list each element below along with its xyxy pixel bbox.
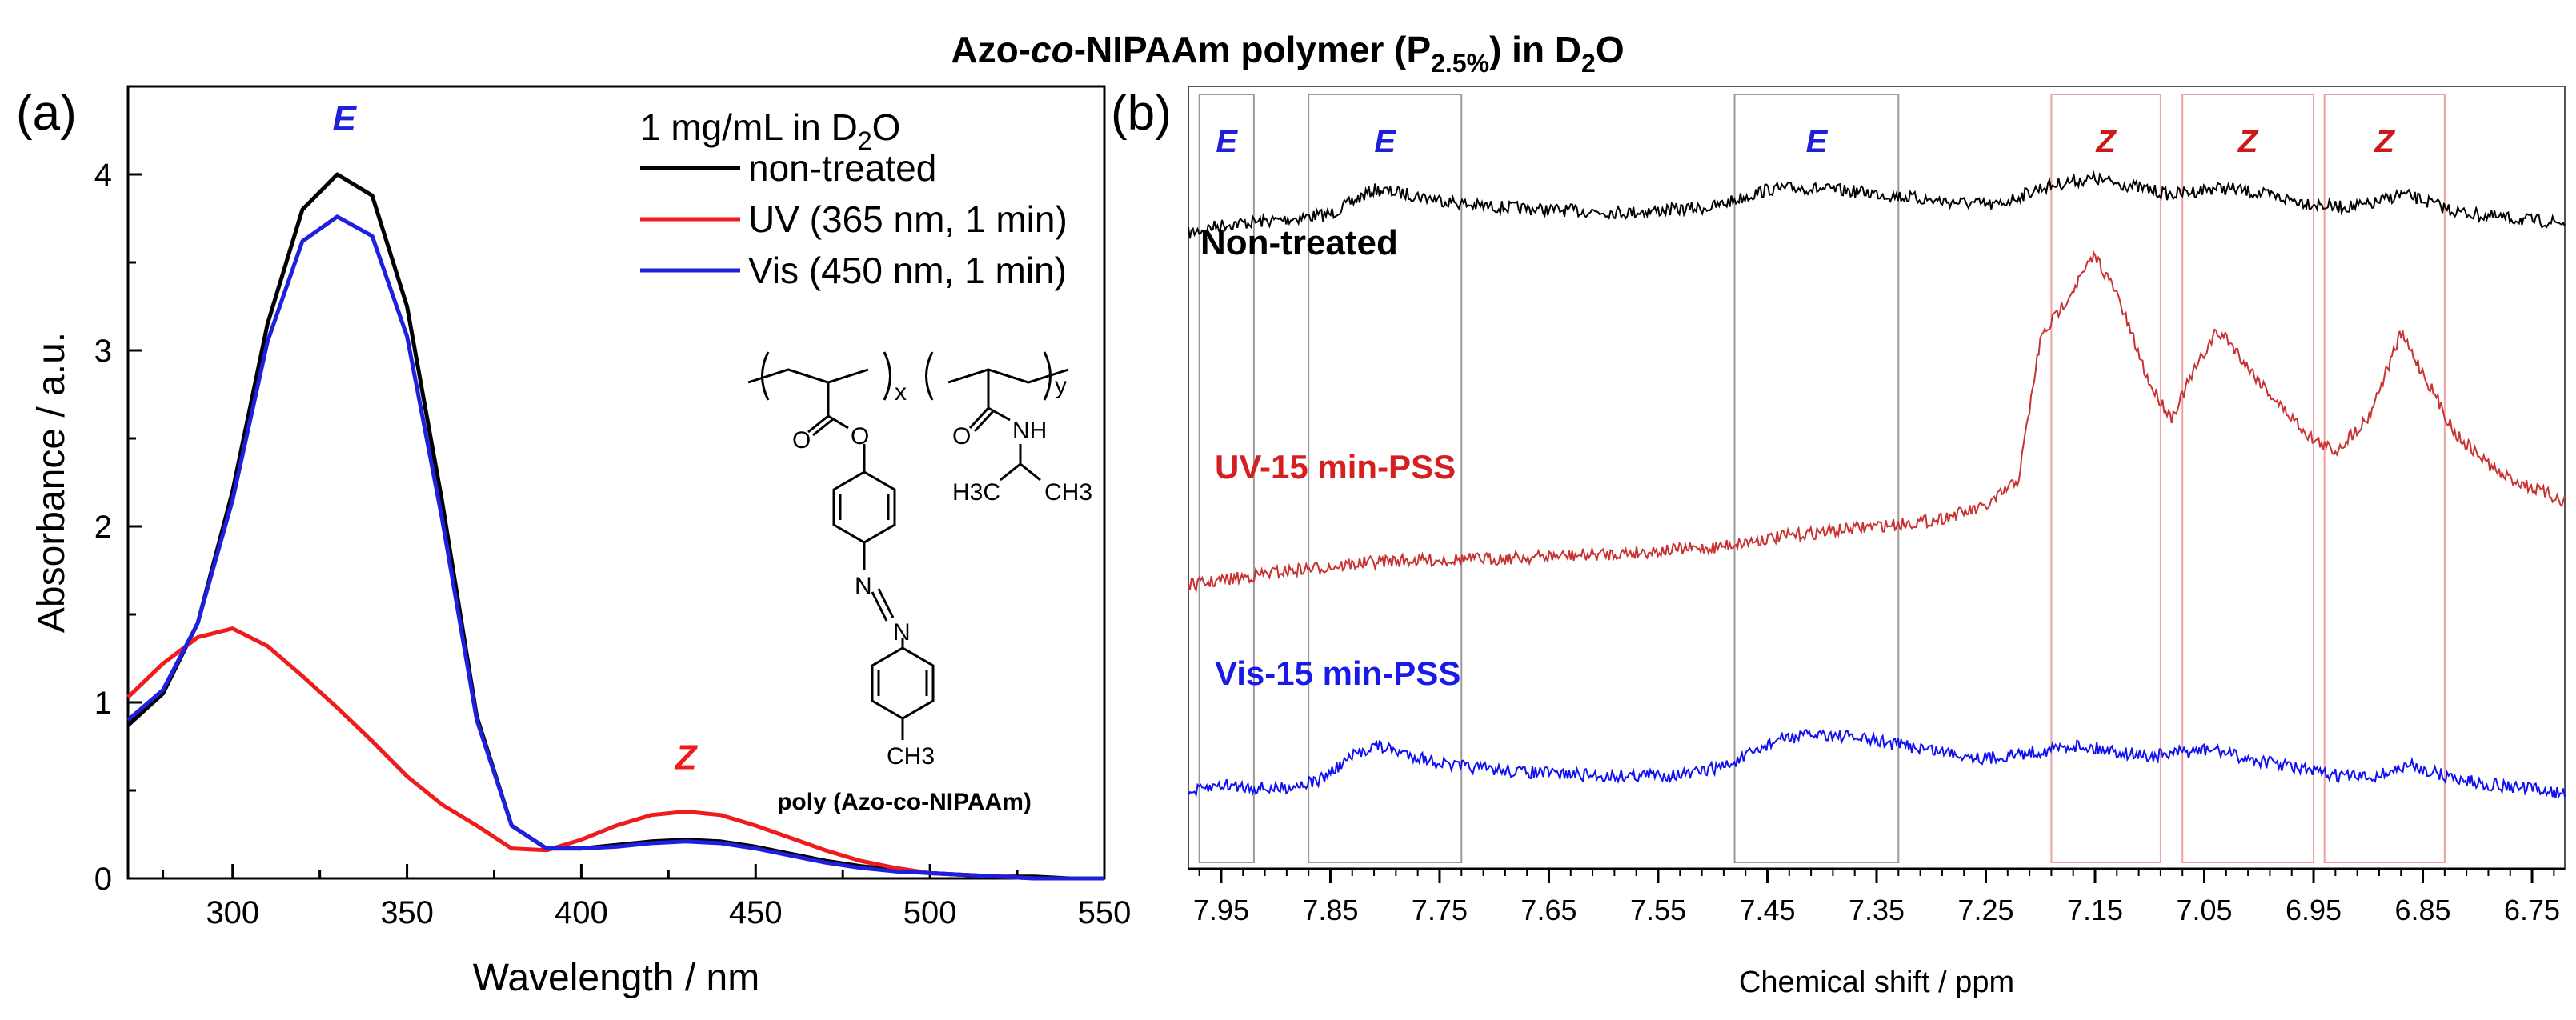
x-tick-label-b: 7.35: [1849, 894, 1905, 926]
region-label: E: [1374, 124, 1396, 159]
region-box: [2050, 94, 2161, 863]
series-lines-a: [126, 172, 1104, 881]
label-o2: O: [851, 423, 869, 450]
spectrum-line-1: [1188, 250, 2566, 594]
axes-a: 300 350 400 450 500 550 0 1 2 3 4: [94, 158, 1132, 930]
x-axis-label-b: Chemical shift / ppm: [1739, 966, 2014, 999]
region-label: Z: [2237, 124, 2259, 159]
label-x: x: [895, 379, 907, 406]
series-label-non-treated: Non-treated: [1200, 223, 1398, 262]
y-axis-label-a: Absorbance / a.u.: [30, 332, 73, 633]
region-label: Z: [2095, 124, 2117, 159]
y-tick-label-a: 1: [94, 686, 112, 721]
x-tick-label-b: 7.15: [2067, 894, 2123, 926]
x-tick-label-b: 7.05: [2176, 894, 2232, 926]
series-line-red: [126, 626, 1104, 881]
y-tick-label-a: 4: [94, 158, 112, 193]
label-ch3-a: H3C: [952, 479, 1000, 506]
legend-title: 1 mg/mL in D2O: [640, 106, 900, 155]
region-box: [1733, 94, 1900, 863]
x-tick-label-b: 6.85: [2395, 894, 2451, 926]
series-label-vis: Vis-15 min-PSS: [1215, 654, 1460, 692]
x-tick-label-b: 7.95: [1193, 894, 1249, 926]
plot-frame-a: [126, 85, 1106, 880]
uv-vis-panel: (a) 300 350 400 450 500 550 0 1 2 3 4 Wavelength /…: [16, 85, 1132, 999]
x-tick-label-b: 7.85: [1302, 894, 1358, 926]
x-tick-label-a: 500: [903, 895, 957, 930]
figure-title: Azo-co-NIPAAm polymer (P2.5%) in D2O: [951, 29, 1624, 78]
x-tick-label-b: 7.45: [1739, 894, 1795, 926]
legend-entry-vis: Vis (450 nm, 1 min): [748, 250, 1067, 291]
label-n2: N: [893, 619, 911, 646]
x-tick-label-b: 7.55: [1630, 894, 1686, 926]
label-y: y: [1055, 373, 1067, 399]
region-label: E: [1806, 124, 1829, 159]
x-axis-label-a: Wavelength / nm: [473, 957, 759, 999]
structure-caption: poly (Azo-co-NIPAAm): [777, 789, 1032, 815]
label-ch3-b: CH3: [1044, 479, 1092, 506]
x-tick-label-a: 550: [1078, 895, 1132, 930]
x-tick-label-a: 350: [380, 895, 434, 930]
panel-label-b: (b): [1111, 86, 1172, 141]
spectrum-line-2: [1188, 728, 2566, 799]
x-tick-label-a: 400: [555, 895, 608, 930]
annotation-e-a: E: [332, 99, 357, 138]
x-tick-label-a: 450: [729, 895, 783, 930]
y-tick-label-a: 2: [94, 510, 112, 545]
series-line-blue: [126, 214, 1104, 881]
legend-entry-uv: UV (365 nm, 1 min): [748, 198, 1068, 240]
y-tick-label-a: 0: [94, 862, 112, 897]
label-n1: N: [855, 573, 872, 599]
region-box: [1198, 94, 1255, 863]
x-tick-label-b: 7.65: [1520, 894, 1576, 926]
region-box: [2181, 94, 2315, 863]
x-tick-label-b: 6.75: [2504, 894, 2560, 926]
region-label: Z: [2374, 124, 2396, 159]
label-ch3-c: CH3: [887, 743, 935, 770]
chemical-structure: [747, 351, 1069, 740]
y-tick-label-a: 3: [94, 334, 112, 369]
structure-labels: x y O O N N CH3 O NH H3C CH3 poly (Azo-c…: [777, 373, 1092, 815]
x-tick-label-a: 300: [206, 895, 259, 930]
panel-label-a: (a): [16, 86, 77, 141]
label-o3: O: [952, 423, 971, 450]
label-nh: NH: [1012, 418, 1047, 444]
x-tick-label-b: 6.95: [2286, 894, 2342, 926]
series-lines-b: [1188, 170, 2566, 799]
region-box: [1308, 94, 1463, 863]
spectrum-line-0: [1188, 170, 2566, 239]
x-tick-label-b: 7.75: [1412, 894, 1468, 926]
legend-entry-non-treated: non-treated: [748, 147, 936, 189]
region-label: E: [1216, 124, 1238, 159]
annotation-z-a: Z: [674, 738, 699, 778]
axes-b: 7.95 7.85 7.75 7.65 7.55 7.45 7.35 7.25 7.15 7.05…: [1188, 867, 2565, 926]
series-label-uv: UV-15 min-PSS: [1215, 448, 1456, 486]
region-box: [2323, 94, 2446, 863]
legend-a: 1 mg/mL in D2O non-treated UV (365 nm, 1…: [640, 106, 1068, 291]
label-o1: O: [792, 427, 811, 454]
x-tick-label-b: 7.25: [1957, 894, 2013, 926]
